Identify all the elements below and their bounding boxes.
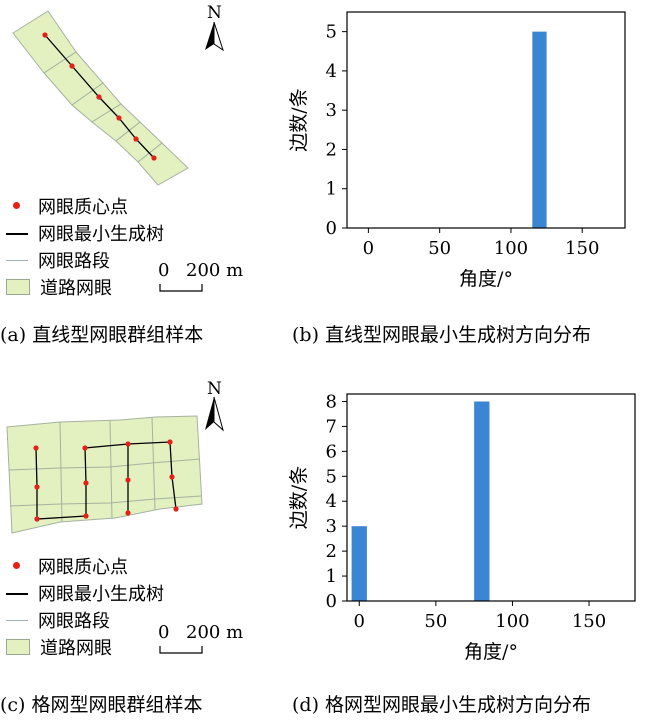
mesh-symbol-icon bbox=[6, 279, 30, 295]
x-axis-label: 角度/° bbox=[459, 268, 513, 290]
centroid-symbol-icon bbox=[6, 559, 28, 573]
centroids-c bbox=[33, 439, 179, 522]
legend-mesh: 道路网眼 bbox=[6, 634, 112, 660]
x-tick-label: 150 bbox=[565, 238, 599, 259]
y-tick-label: 4 bbox=[326, 61, 337, 82]
map-a: N bbox=[12, 3, 224, 186]
legend-mesh: 道路网眼 bbox=[6, 274, 112, 300]
scale-length: 200 m bbox=[186, 260, 244, 281]
x-tick-label: 100 bbox=[495, 611, 529, 632]
y-tick-label: 2 bbox=[326, 139, 337, 160]
y-tick-label: 4 bbox=[326, 491, 337, 512]
y-tick-label: 5 bbox=[326, 22, 337, 43]
scale-bar-icon bbox=[159, 284, 203, 292]
bar-0 bbox=[532, 31, 547, 228]
road-lines-c bbox=[8, 416, 202, 523]
legend-road: 网眼路段 bbox=[6, 247, 110, 273]
scale-length: 200 m bbox=[186, 622, 244, 643]
north-arrow-icon: N bbox=[205, 379, 224, 432]
y-tick-label: 0 bbox=[326, 591, 337, 612]
y-tick-label: 1 bbox=[326, 566, 337, 587]
x-tick-label: 0 bbox=[363, 238, 374, 259]
y-axis-label: 边数/条 bbox=[288, 466, 310, 529]
centroids-a bbox=[42, 32, 157, 161]
centroid-symbol-icon bbox=[6, 199, 28, 213]
y-tick-label: 0 bbox=[326, 218, 337, 239]
legend-centroid: 网眼质心点 bbox=[6, 553, 128, 579]
svg-text:N: N bbox=[207, 3, 222, 23]
road-symbol-icon bbox=[6, 253, 28, 267]
mst-symbol-icon bbox=[6, 586, 28, 600]
panel-c: N 网眼质心点 网眼最小生成树 网眼路段 道路网眼 0 200 m bbox=[0, 370, 260, 700]
legend-centroid: 网眼质心点 bbox=[6, 193, 128, 219]
svg-text:N: N bbox=[207, 379, 222, 399]
y-tick-label: 8 bbox=[326, 391, 337, 412]
legend-mst: 网眼最小生成树 bbox=[6, 580, 164, 606]
caption-b: (b) 直线型网眼最小生成树方向分布 bbox=[292, 324, 592, 346]
mst-symbol-icon bbox=[6, 226, 28, 240]
x-tick-label: 0 bbox=[354, 611, 365, 632]
x-tick-label: 50 bbox=[428, 238, 451, 259]
y-tick-label: 5 bbox=[326, 466, 337, 487]
y-tick-label: 1 bbox=[326, 179, 337, 200]
legend-road: 网眼路段 bbox=[6, 607, 110, 633]
y-tick-label: 6 bbox=[326, 441, 337, 462]
scale-zero: 0 bbox=[158, 622, 170, 643]
x-tick-label: 50 bbox=[424, 611, 447, 632]
mesh-symbol-icon bbox=[6, 639, 30, 655]
road-symbol-icon bbox=[6, 613, 28, 627]
scale-zero: 0 bbox=[158, 260, 170, 281]
x-axis-label: 角度/° bbox=[464, 641, 518, 663]
x-tick-label: 100 bbox=[494, 238, 528, 259]
caption-d: (d) 格网型网眼最小生成树方向分布 bbox=[292, 694, 592, 716]
caption-c: (c) 格网型网眼群组样本 bbox=[0, 694, 203, 716]
north-arrow-icon: N bbox=[205, 3, 224, 52]
y-tick-label: 3 bbox=[326, 100, 337, 121]
y-axis-label: 边数/条 bbox=[288, 88, 310, 151]
map-c: N bbox=[6, 379, 224, 534]
panel-a: N 网眼质心点 网眼最小生成树 网眼路段 道路网眼 0 200 m bbox=[0, 0, 260, 330]
y-tick-label: 2 bbox=[326, 541, 337, 562]
chart-d: 0 1 2 3 4 5 6 7 8 0 50 100 150 角度/° 边数/条 bbox=[288, 391, 636, 663]
x-tick-label: 150 bbox=[572, 611, 606, 632]
y-tick-label: 3 bbox=[326, 516, 337, 537]
legend-mst: 网眼最小生成树 bbox=[6, 220, 164, 246]
caption-a: (a) 直线型网眼群组样本 bbox=[0, 324, 204, 346]
bar-0 bbox=[351, 526, 367, 601]
plot-frame bbox=[346, 11, 626, 229]
mst-a bbox=[44, 34, 155, 159]
bar-1 bbox=[474, 401, 490, 601]
plot-frame bbox=[346, 393, 636, 602]
y-tick-label: 7 bbox=[326, 416, 337, 437]
scale-bar-icon bbox=[159, 646, 203, 654]
